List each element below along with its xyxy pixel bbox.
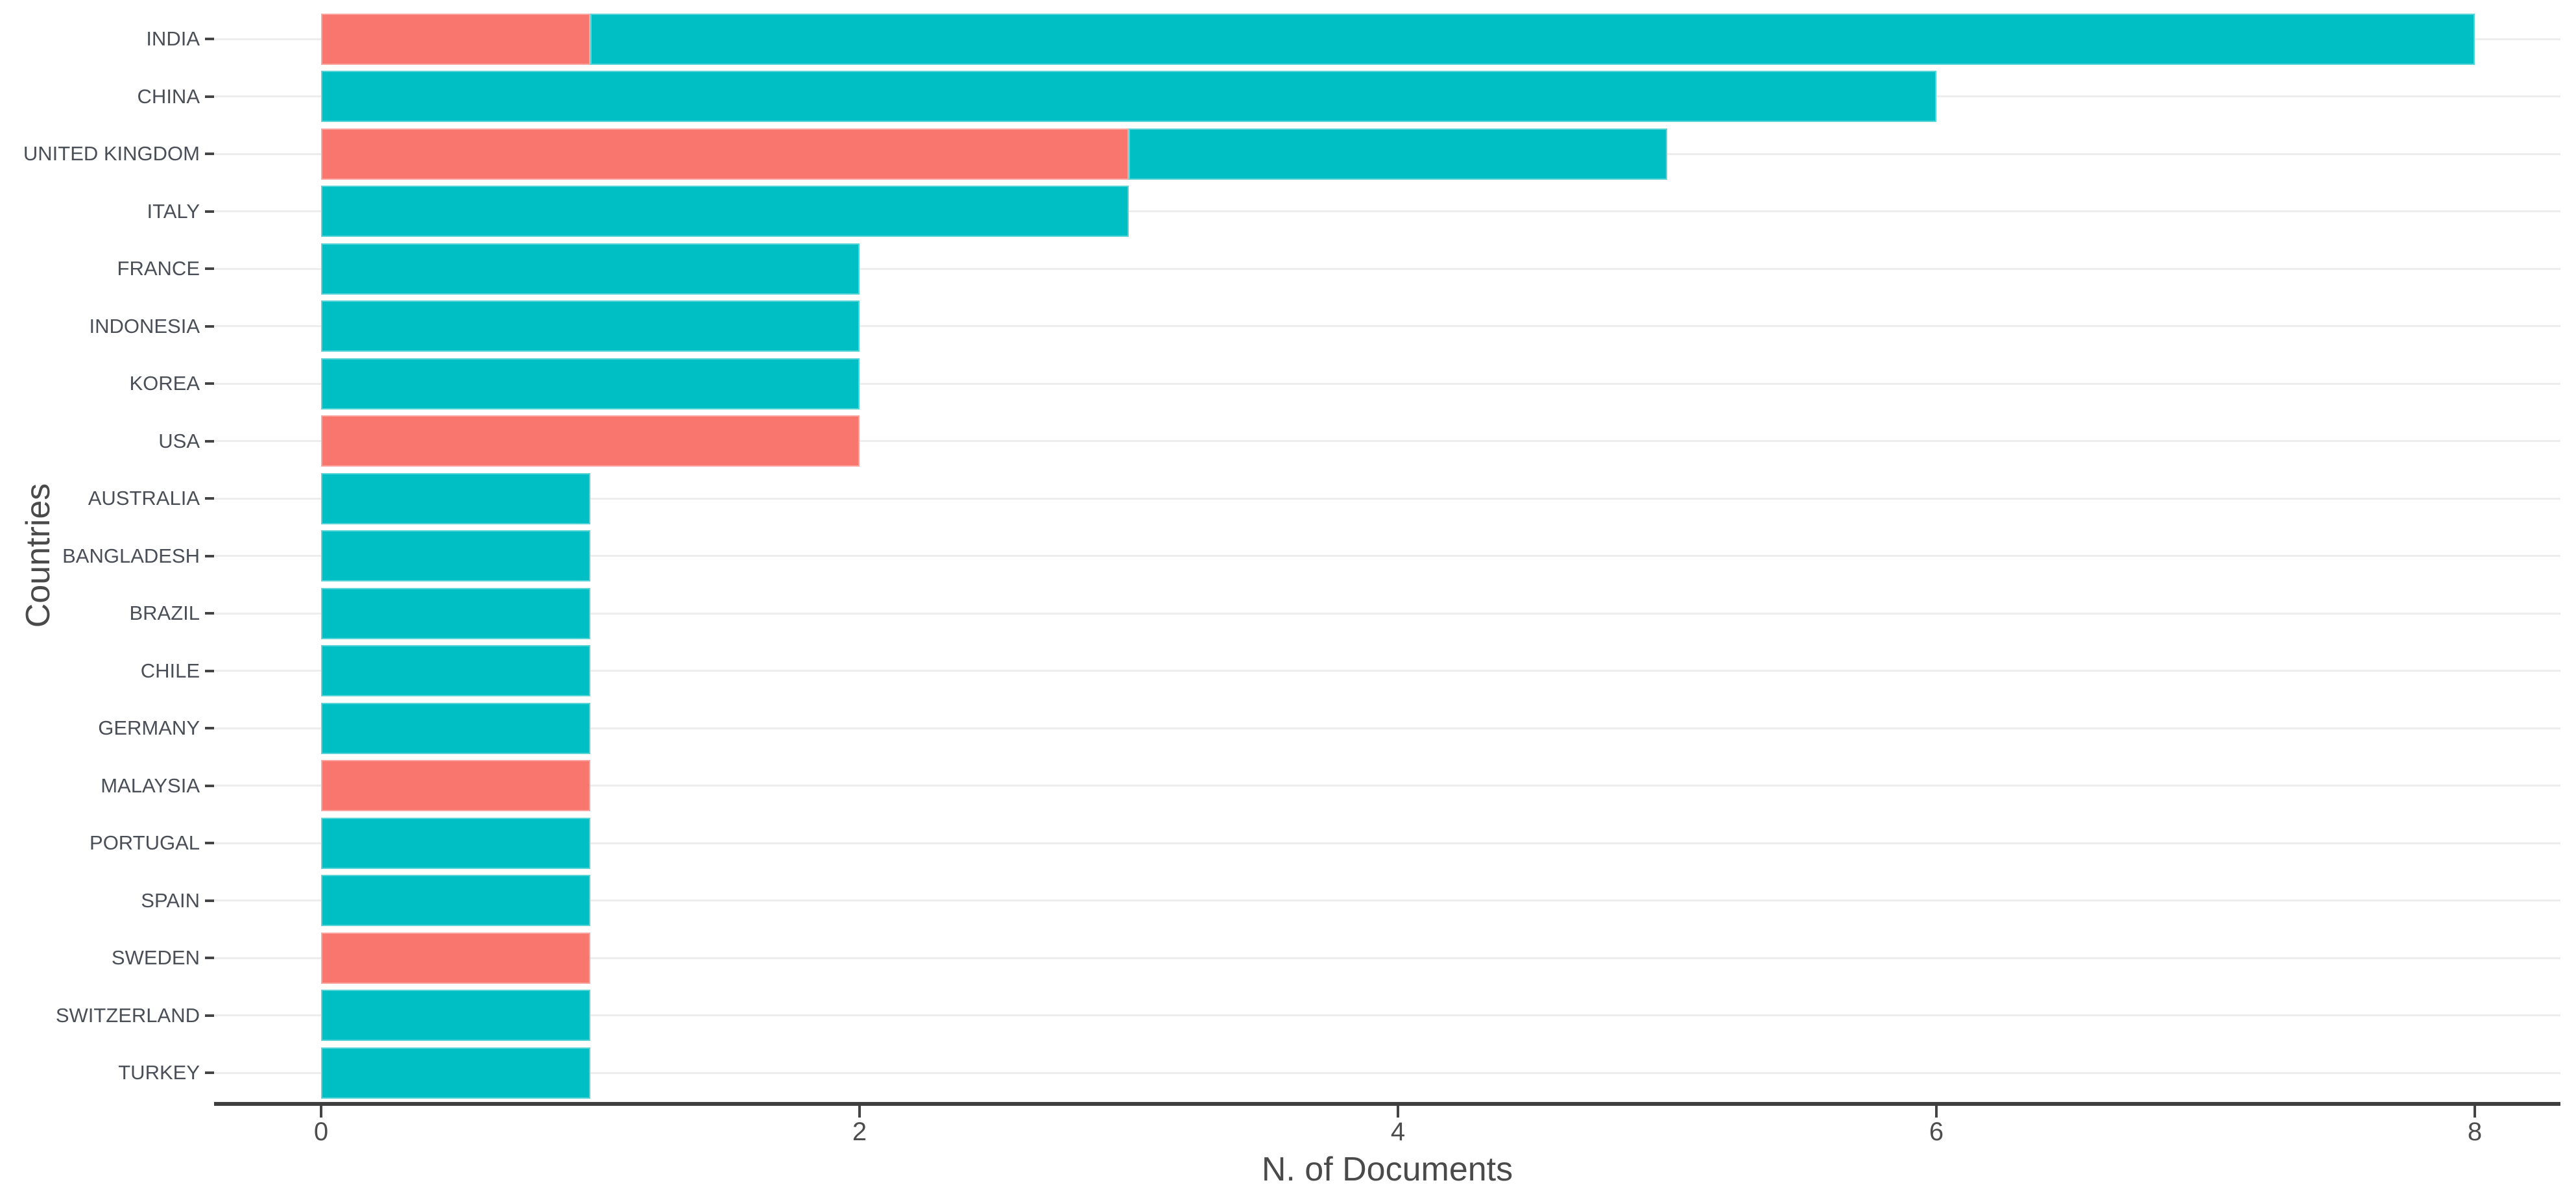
category-label: BANGLADESH [62, 544, 200, 567]
bar-segment-red-segment[interactable] [321, 13, 590, 65]
bar-segment-red-segment[interactable] [321, 128, 1129, 180]
bar-segment-teal-segment[interactable] [321, 875, 590, 926]
category-label: CHINA [137, 84, 200, 108]
x-tick-label: 0 [313, 1118, 329, 1146]
y-tick-mark [205, 842, 214, 844]
category-label: FRANCE [117, 257, 200, 280]
category-label: INDIA [146, 27, 200, 50]
bar-segment-teal-segment[interactable] [1129, 128, 1667, 180]
category-gridline [214, 210, 2560, 212]
y-tick-mark [205, 439, 214, 443]
y-tick-mark [205, 497, 214, 500]
x-tick-mark [1397, 1106, 1399, 1118]
y-axis-title: Countries [19, 483, 57, 628]
x-tick-label: 2 [852, 1118, 867, 1146]
bar-segment-teal-segment[interactable] [321, 71, 1936, 122]
bar-segment-teal-segment[interactable] [321, 817, 590, 869]
category-label: TURKEY [118, 1061, 200, 1084]
y-tick-mark [205, 784, 214, 787]
x-tick-mark [1935, 1106, 1938, 1118]
y-tick-mark [205, 612, 214, 615]
category-gridline [214, 727, 2560, 729]
x-tick-mark [2474, 1106, 2476, 1118]
category-gridline [214, 612, 2560, 615]
y-tick-mark [205, 153, 214, 155]
bar-segment-teal-segment[interactable] [321, 1047, 590, 1099]
bar-segment-teal-segment[interactable] [321, 186, 1129, 237]
y-tick-mark [205, 554, 214, 557]
bar-segment-teal-segment[interactable] [321, 587, 590, 639]
bar-segment-teal-segment[interactable] [321, 530, 590, 581]
category-gridline [214, 1071, 2560, 1074]
category-gridline [214, 957, 2560, 959]
y-tick-mark [205, 38, 214, 40]
category-label: KOREA [129, 372, 200, 395]
category-gridline [214, 382, 2560, 385]
category-label: SWITZERLAND [55, 1003, 200, 1027]
x-tick-mark [858, 1106, 861, 1118]
category-gridline [214, 1014, 2560, 1016]
y-tick-mark [205, 95, 214, 98]
category-label: AUSTRALIA [88, 487, 200, 509]
y-tick-mark [205, 324, 214, 328]
bar-segment-teal-segment[interactable] [321, 645, 590, 696]
x-tick-label: 6 [1929, 1118, 1944, 1146]
category-label: CHILE [140, 659, 200, 682]
category-gridline [214, 899, 2560, 901]
x-axis-line [214, 1102, 2560, 1106]
category-label: ITALY [147, 199, 200, 223]
category-label: SWEDEN [111, 946, 200, 969]
category-gridline [214, 325, 2560, 327]
x-tick-mark [320, 1106, 322, 1118]
category-label: PORTUGAL [90, 831, 200, 854]
bar-segment-red-segment[interactable] [321, 760, 590, 811]
category-gridline [214, 555, 2560, 557]
category-gridline [214, 785, 2560, 787]
category-gridline [214, 842, 2560, 844]
bar-segment-teal-segment[interactable] [321, 358, 860, 410]
category-label: USA [158, 429, 200, 452]
category-gridline [214, 497, 2560, 500]
x-tick-label: 4 [1390, 1118, 1406, 1146]
category-gridline [214, 670, 2560, 672]
category-gridline [214, 267, 2560, 270]
y-tick-mark [205, 899, 214, 902]
category-label: INDONESIA [89, 314, 200, 337]
category-label: SPAIN [141, 888, 200, 912]
category-label: GERMANY [98, 716, 200, 739]
bar-segment-teal-segment[interactable] [321, 472, 590, 524]
bar-segment-teal-segment[interactable] [321, 300, 860, 352]
y-tick-mark [205, 1071, 214, 1074]
y-tick-mark [205, 267, 214, 270]
y-tick-mark [205, 727, 214, 729]
category-label: UNITED KINGDOM [23, 142, 200, 165]
bar-segment-red-segment[interactable] [321, 415, 860, 467]
y-tick-mark [205, 957, 214, 959]
x-axis-title: N. of Documents [1261, 1151, 1513, 1188]
bar-segment-teal-segment[interactable] [321, 990, 590, 1041]
category-label: MALAYSIA [101, 774, 200, 797]
y-tick-mark [205, 669, 214, 672]
category-gridline [214, 440, 2560, 442]
bar-segment-red-segment[interactable] [321, 932, 590, 984]
category-label: BRAZIL [129, 602, 200, 624]
bar-segment-teal-segment[interactable] [321, 243, 860, 295]
y-tick-mark [205, 1014, 214, 1017]
y-tick-mark [205, 382, 214, 385]
bar-segment-teal-segment[interactable] [321, 702, 590, 754]
x-tick-label: 8 [2467, 1118, 2483, 1146]
y-tick-mark [205, 210, 214, 213]
bar-segment-teal-segment[interactable] [590, 13, 2475, 65]
